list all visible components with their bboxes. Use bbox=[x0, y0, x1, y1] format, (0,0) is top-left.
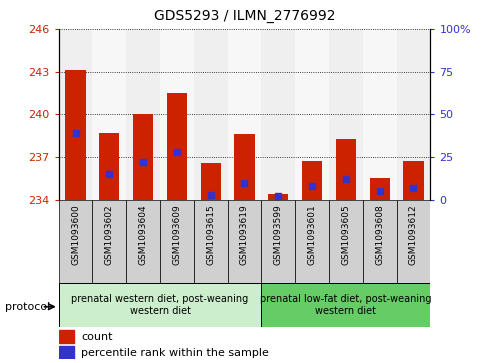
Text: protocol: protocol bbox=[5, 302, 50, 312]
Bar bbox=[261, 29, 295, 200]
Text: GSM1093600: GSM1093600 bbox=[71, 204, 80, 265]
Bar bbox=[369, 178, 389, 200]
Text: count: count bbox=[81, 331, 112, 342]
Text: GSM1093604: GSM1093604 bbox=[139, 204, 147, 265]
Bar bbox=[59, 200, 92, 290]
Text: GSM1093601: GSM1093601 bbox=[307, 204, 316, 265]
Bar bbox=[301, 161, 322, 200]
Bar bbox=[160, 200, 193, 290]
Text: GSM1093619: GSM1093619 bbox=[240, 204, 248, 265]
Bar bbox=[99, 133, 119, 200]
Text: GSM1093599: GSM1093599 bbox=[273, 204, 282, 265]
Bar bbox=[267, 194, 288, 200]
Bar bbox=[59, 330, 73, 343]
Bar bbox=[59, 283, 261, 327]
Bar bbox=[133, 114, 153, 200]
Bar bbox=[200, 163, 221, 200]
Bar bbox=[396, 29, 429, 200]
Text: GDS5293 / ILMN_2776992: GDS5293 / ILMN_2776992 bbox=[153, 9, 335, 23]
Text: prenatal western diet, post-weaning
western diet: prenatal western diet, post-weaning west… bbox=[71, 294, 248, 316]
Text: prenatal low-fat diet, post-weaning
western diet: prenatal low-fat diet, post-weaning west… bbox=[260, 294, 431, 316]
Bar bbox=[65, 70, 85, 200]
Bar bbox=[403, 161, 423, 200]
Bar bbox=[166, 93, 187, 200]
Text: GSM1093609: GSM1093609 bbox=[172, 204, 181, 265]
Bar bbox=[227, 200, 261, 290]
Bar bbox=[362, 29, 396, 200]
Bar bbox=[295, 200, 328, 290]
Bar bbox=[328, 200, 362, 290]
Bar bbox=[328, 29, 362, 200]
Text: GSM1093612: GSM1093612 bbox=[408, 204, 417, 265]
Bar bbox=[59, 29, 92, 200]
Bar bbox=[227, 29, 261, 200]
Bar bbox=[92, 200, 126, 290]
Bar bbox=[126, 29, 160, 200]
Bar bbox=[126, 200, 160, 290]
Text: percentile rank within the sample: percentile rank within the sample bbox=[81, 348, 268, 358]
Text: GSM1093602: GSM1093602 bbox=[104, 204, 114, 265]
Bar bbox=[261, 283, 429, 327]
Bar bbox=[160, 29, 193, 200]
Bar bbox=[335, 139, 355, 200]
Bar bbox=[59, 346, 73, 359]
Text: GSM1093615: GSM1093615 bbox=[206, 204, 215, 265]
Text: GSM1093608: GSM1093608 bbox=[374, 204, 384, 265]
Bar bbox=[193, 200, 227, 290]
Bar bbox=[362, 200, 396, 290]
Bar bbox=[396, 200, 429, 290]
Bar bbox=[92, 29, 126, 200]
Bar bbox=[234, 134, 254, 200]
Text: GSM1093605: GSM1093605 bbox=[341, 204, 349, 265]
Bar bbox=[261, 200, 295, 290]
Bar bbox=[193, 29, 227, 200]
Bar bbox=[295, 29, 328, 200]
